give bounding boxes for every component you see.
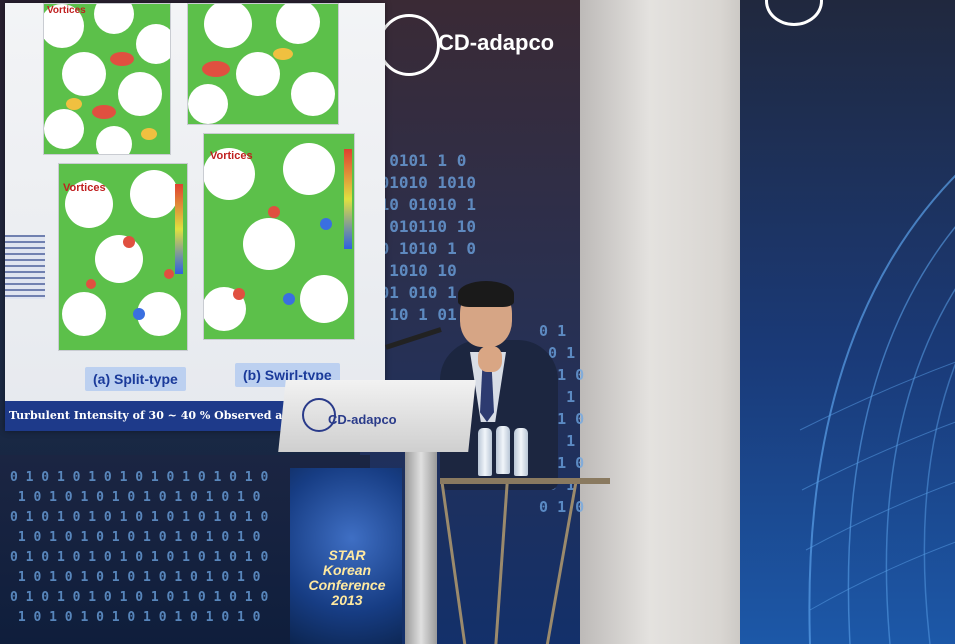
speaker-hand	[478, 346, 502, 372]
slide-caption: Turbulent Intensity of 30 ~ 40 % Observe…	[9, 409, 355, 422]
subfig-b-label: (b) Swirl-type	[235, 363, 340, 387]
contour-plot-top-right	[187, 0, 339, 125]
poster-line-3: Conference	[308, 577, 386, 593]
podium-logo-icon	[302, 398, 336, 432]
legend-table	[5, 235, 45, 299]
side-table	[440, 478, 610, 484]
water-bottle	[478, 428, 492, 476]
podium-logo-text: CD-adapco	[328, 412, 397, 427]
water-bottle	[514, 428, 528, 476]
water-bottle	[496, 426, 510, 474]
contour-plot-top-left	[40, 0, 176, 162]
poster-text: STAR Korean Conference 2013	[298, 548, 396, 608]
banner-logo-text: CD-adapco	[438, 30, 555, 55]
contour-image-2	[188, 0, 338, 124]
poster-line-2: Korean	[322, 562, 372, 578]
photo-border	[955, 0, 961, 644]
poster-line-1: STAR	[328, 547, 366, 563]
binary-pattern-lower: 0 1 0 1 0 1 0 1 0 1 0 1 0 1 0 1 0 1 0 1 …	[10, 470, 269, 625]
projection-screen: Vortices Vortices Vortices (a) Split-typ…	[5, 0, 385, 431]
poster-line-4: 2013	[331, 592, 363, 608]
panel-label-top-left: Vortices	[47, 5, 86, 16]
contour-image-3	[59, 164, 187, 350]
binary-pattern-center: 0101 1 0 01010 1010 10 01010 1 010110 10…	[379, 151, 476, 324]
contour-image-4	[202, 134, 354, 339]
podium-poster	[290, 468, 402, 644]
podium-stem	[405, 452, 437, 644]
cd-adapco-logo-icon	[378, 14, 440, 76]
speaker-hair	[458, 281, 514, 307]
globe-grid-graphic	[799, 169, 961, 644]
panel-label-bottom-left: Vortices	[63, 182, 106, 194]
contour-plot-bottom-left: Vortices	[58, 163, 188, 351]
contour-image	[40, 0, 176, 162]
contour-plot-bottom-right: Vortices	[202, 133, 355, 340]
subfig-a-label: (a) Split-type	[85, 367, 186, 391]
panel-label-bottom-right: Vortices	[210, 150, 253, 162]
speaker-tie	[480, 358, 494, 422]
